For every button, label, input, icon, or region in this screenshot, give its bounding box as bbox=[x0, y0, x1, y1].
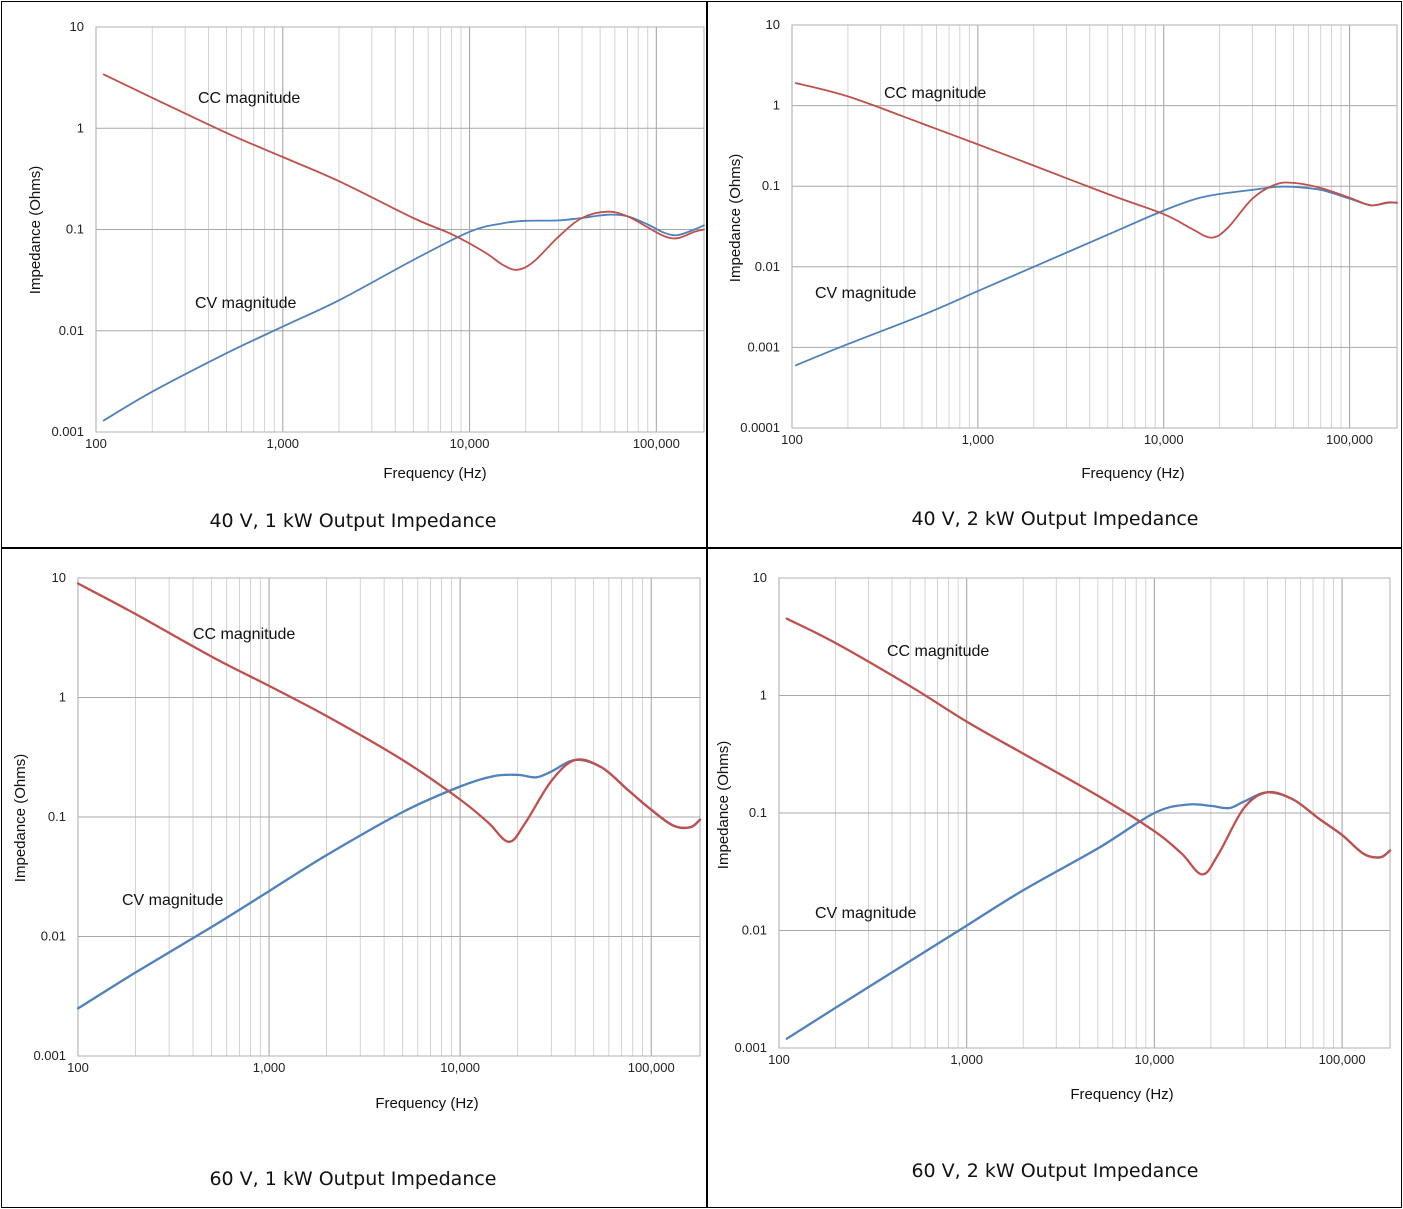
x-axis-label: Frequency (Hz) bbox=[1070, 1086, 1173, 1103]
x-tick-label: 100,000 bbox=[633, 436, 680, 451]
y-tick-label: 10 bbox=[70, 19, 84, 34]
x-tick-label: 1,000 bbox=[962, 432, 995, 447]
y-axis-label: Impedance (Ohms) bbox=[727, 154, 744, 282]
y-tick-label: 1 bbox=[59, 690, 66, 705]
x-tick-label: 100 bbox=[67, 1060, 89, 1075]
x-tick-label: 100 bbox=[768, 1052, 790, 1067]
chart-40v-2kw: 0.0001 0.001 0.01 0.1 1 10 100 1,000 10,000 100,0… bbox=[727, 17, 1398, 482]
y-tick-label: 0.01 bbox=[59, 323, 84, 338]
y-tick-label: 1 bbox=[77, 120, 84, 135]
y-tick-label: 0.1 bbox=[66, 222, 84, 237]
y-tick-label: 0.001 bbox=[734, 1040, 767, 1055]
gridlines bbox=[77, 577, 700, 1057]
gridlines bbox=[778, 577, 1390, 1049]
x-tick-label: 1,000 bbox=[267, 436, 300, 451]
y-tick-label: 10 bbox=[766, 17, 780, 32]
cv-magnitude-label: CV magnitude bbox=[195, 295, 296, 312]
x-tick-label: 100 bbox=[85, 436, 107, 451]
y-tick-label: 0.001 bbox=[51, 424, 84, 439]
cv-magnitude-label: CV magnitude bbox=[815, 285, 916, 302]
y-axis-label: Impedance (Ohms) bbox=[12, 754, 29, 882]
cc-magnitude-label: CC magnitude bbox=[887, 643, 989, 660]
plot-area bbox=[791, 24, 1398, 429]
y-tick-label: 0.01 bbox=[755, 259, 780, 274]
y-tick-label: 10 bbox=[52, 570, 66, 585]
y-tick-label: 0.1 bbox=[48, 809, 66, 824]
x-axis-label: Frequency (Hz) bbox=[1081, 465, 1184, 482]
cc-magnitude-label: CC magnitude bbox=[884, 85, 986, 102]
x-tick-label: 100,000 bbox=[1326, 432, 1373, 447]
x-tick-label: 10,000 bbox=[1144, 432, 1184, 447]
row-divider bbox=[1, 547, 1402, 549]
x-tick-label: 10,000 bbox=[440, 1060, 480, 1075]
gridlines bbox=[791, 24, 1397, 429]
chart-panel-60v-2kw: 0.001 0.01 0.1 1 10 100 1,000 10,000 100,000 Freq… bbox=[707, 548, 1403, 1209]
y-tick-label: 10 bbox=[753, 570, 767, 585]
chart-caption: 60 V, 1 kW Output Impedance bbox=[209, 1168, 497, 1190]
chart-caption: 60 V, 2 kW Output Impedance bbox=[911, 1160, 1199, 1182]
y-tick-label: 0.01 bbox=[41, 929, 66, 944]
y-tick-label: 1 bbox=[773, 98, 780, 113]
x-axis-label: Frequency (Hz) bbox=[383, 465, 486, 482]
x-tick-label: 10,000 bbox=[1135, 1052, 1175, 1067]
cv-magnitude-label: CV magnitude bbox=[815, 905, 916, 922]
y-tick-label: 0.001 bbox=[747, 339, 780, 354]
chart-60v-1kw: 0.001 0.01 0.1 1 10 100 1,000 10,000 100,000 Freq… bbox=[12, 570, 702, 1112]
cc-magnitude-line bbox=[102, 73, 705, 271]
y-tick-label: 0.01 bbox=[742, 923, 767, 938]
y-tick-label: 0.0001 bbox=[740, 420, 780, 435]
gridlines bbox=[95, 26, 704, 433]
plot-area bbox=[77, 577, 701, 1057]
x-tick-label: 1,000 bbox=[253, 1060, 286, 1075]
cc-magnitude-label: CC magnitude bbox=[193, 626, 295, 643]
y-axis-label: Impedance (Ohms) bbox=[715, 741, 732, 869]
cc-magnitude-line bbox=[795, 82, 1398, 239]
chart-caption: 40 V, 1 kW Output Impedance bbox=[209, 510, 497, 532]
y-tick-label: 1 bbox=[760, 688, 767, 703]
x-tick-label: 100,000 bbox=[1319, 1052, 1366, 1067]
chart-panel-40v-2kw: 0.0001 0.001 0.01 0.1 1 10 100 1,000 10,000 100,0… bbox=[707, 0, 1403, 548]
chart-40v-1kw: 0.001 0.01 0.1 1 10 100 1,000 10,000 100,000 Freq… bbox=[27, 19, 705, 482]
chart-panel-40v-1kw: 0.001 0.01 0.1 1 10 100 1,000 10,000 100,000 Freq… bbox=[0, 0, 706, 548]
cc-magnitude-line bbox=[785, 617, 1392, 876]
x-tick-label: 10,000 bbox=[450, 436, 490, 451]
cc-magnitude-label: CC magnitude bbox=[198, 90, 300, 107]
x-tick-label: 100 bbox=[781, 432, 803, 447]
plot-area bbox=[778, 577, 1391, 1049]
x-axis-label: Frequency (Hz) bbox=[375, 1095, 478, 1112]
cv-magnitude-label: CV magnitude bbox=[122, 892, 223, 909]
cv-magnitude-line bbox=[102, 213, 705, 422]
chart-panel-60v-1kw: 0.001 0.01 0.1 1 10 100 1,000 10,000 100,000 Freq… bbox=[0, 548, 706, 1209]
y-tick-label: 0.1 bbox=[749, 805, 767, 820]
cv-magnitude-line bbox=[795, 185, 1398, 367]
cv-magnitude-line bbox=[76, 758, 702, 1010]
x-tick-label: 1,000 bbox=[950, 1052, 983, 1067]
y-tick-label: 0.1 bbox=[762, 178, 780, 193]
column-divider bbox=[706, 1, 708, 1208]
y-axis-label: Impedance (Ohms) bbox=[27, 166, 44, 294]
cc-magnitude-line bbox=[76, 582, 702, 843]
x-tick-label: 100,000 bbox=[628, 1060, 675, 1075]
y-tick-label: 0.001 bbox=[33, 1048, 66, 1063]
chart-caption: 40 V, 2 kW Output Impedance bbox=[911, 508, 1199, 530]
chart-60v-2kw: 0.001 0.01 0.1 1 10 100 1,000 10,000 100,000 Freq… bbox=[715, 570, 1392, 1103]
